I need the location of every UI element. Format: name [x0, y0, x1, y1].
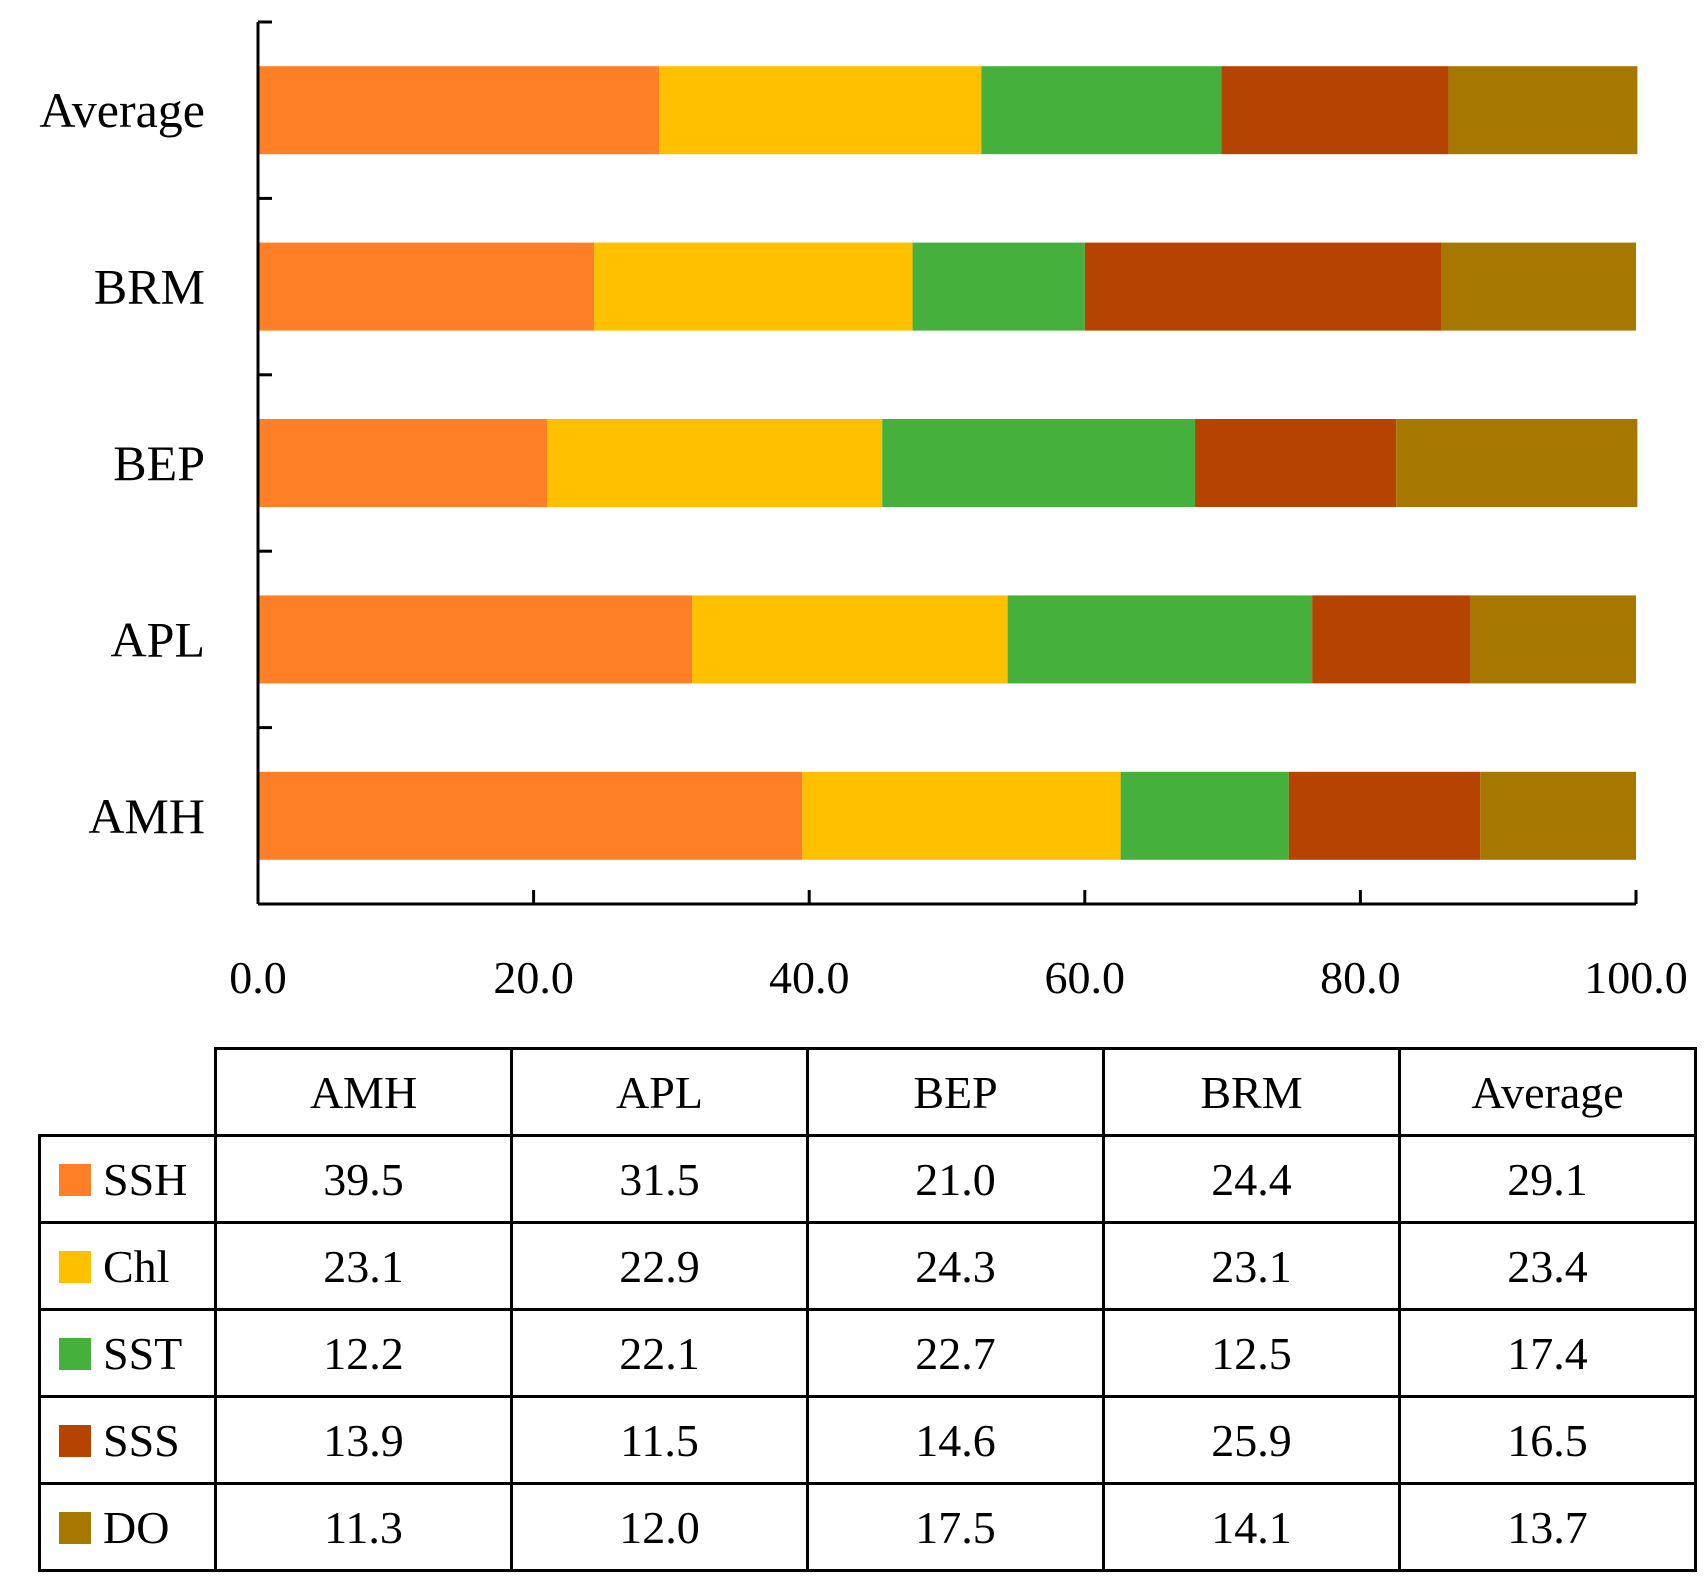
bar-segment-chl-average: [658, 66, 982, 155]
table-cell: 12.2: [214, 1308, 513, 1398]
bar-segment-sss-apl: [1312, 595, 1471, 684]
table-row-header: SSH: [38, 1134, 217, 1224]
table-column-header: BEP: [806, 1047, 1105, 1137]
table-column-header: APL: [510, 1047, 809, 1137]
bar-segment-ssh-amh: [258, 771, 803, 860]
table-corner: [39, 1048, 217, 1137]
table-row: DO 11.3 12.0 17.5 14.1 13.7: [38, 1482, 1697, 1572]
bar-segment-chl-apl: [692, 595, 1008, 684]
bar-segment-ssh-bep: [258, 419, 548, 507]
bar-segment-sss-amh: [1288, 771, 1481, 860]
table-row: SSS 13.9 11.5 14.6 25.9 16.5: [38, 1395, 1697, 1485]
bar-segment-sss-brm: [1084, 242, 1442, 331]
table-cell: 22.7: [806, 1308, 1105, 1398]
bar-segment-ssh-apl: [258, 595, 693, 684]
x-tick-label: 100.0: [1584, 952, 1688, 1003]
legend-swatch: [59, 1424, 91, 1457]
table-cell: 24.3: [806, 1221, 1105, 1311]
table-cell: 24.4: [1102, 1134, 1401, 1224]
legend-swatch: [59, 1337, 91, 1370]
table-header-row: AMH APL BEP BRM Average: [39, 1047, 1697, 1137]
table-row: SSH 39.5 31.5 21.0 24.4 29.1: [38, 1134, 1697, 1224]
bar-segment-do-apl: [1470, 595, 1636, 684]
bar-segment-chl-brm: [594, 242, 913, 331]
bar-segment-sst-bep: [882, 419, 1196, 507]
table-row: SST 12.2 22.1 22.7 12.5 17.4: [38, 1308, 1697, 1398]
table-cell: 12.0: [510, 1482, 809, 1572]
table-row-header: SSS: [38, 1395, 217, 1485]
bar-segment-do-average: [1448, 66, 1638, 155]
bar-segment-sst-amh: [1120, 771, 1289, 860]
legend-swatch: [59, 1250, 91, 1283]
table-column-header: BRM: [1102, 1047, 1401, 1137]
table-row: Chl 23.1 22.9 24.3 23.1 23.4: [38, 1221, 1697, 1311]
table-cell: 13.9: [214, 1395, 513, 1485]
stacked-bar-chart: AMH APL BEP BRM Average 0.0 20.0 40.0 60.0 80.0 10…: [39, 20, 1688, 1003]
series-label: SSS: [103, 1414, 180, 1466]
table-cell: 17.5: [806, 1482, 1105, 1572]
table-cell: 14.6: [806, 1395, 1105, 1485]
table-cell: 22.9: [510, 1221, 809, 1311]
labels-layer: AMH APL BEP BRM Average 0.0 20.0 40.0 60.0 80.0 10…: [39, 82, 1687, 1003]
y-axis-label: Average: [39, 82, 205, 138]
bar-segment-ssh-brm: [258, 242, 595, 331]
table-cell: 21.0: [806, 1134, 1105, 1224]
bar-segment-sst-brm: [912, 242, 1085, 331]
table-cell: 31.5: [510, 1134, 809, 1224]
bar-segment-ssh-average: [258, 66, 659, 155]
table-cell: 29.1: [1398, 1134, 1697, 1224]
x-tick-label: 40.0: [769, 952, 850, 1003]
table-cell: 25.9: [1102, 1395, 1401, 1485]
table-cell: 13.7: [1398, 1482, 1697, 1572]
table-row-header: DO: [38, 1482, 217, 1572]
table-cell: 23.1: [1102, 1221, 1401, 1311]
x-tick-label: 0.0: [229, 952, 287, 1003]
table-column-header: Average: [1398, 1047, 1697, 1137]
bar-segment-chl-amh: [802, 771, 1121, 860]
bars-layer: [258, 66, 1638, 860]
y-axis-label: BRM: [94, 259, 205, 315]
table-row-header: SST: [38, 1308, 217, 1398]
bar-segment-sst-apl: [1007, 595, 1313, 684]
table-cell: 14.1: [1102, 1482, 1401, 1572]
legend-swatch: [59, 1163, 91, 1196]
series-label: SSH: [103, 1153, 188, 1205]
table-cell: 22.1: [510, 1308, 809, 1398]
x-tick-label: 20.0: [493, 952, 574, 1003]
y-axis-label: AMH: [88, 788, 205, 844]
bar-segment-sst-average: [981, 66, 1222, 155]
bar-segment-sss-average: [1221, 66, 1449, 155]
table-cell: 16.5: [1398, 1395, 1697, 1485]
bar-segment-do-brm: [1441, 242, 1636, 331]
y-axis-label: APL: [111, 611, 205, 667]
bar-segment-do-bep: [1396, 419, 1638, 507]
table-cell: 23.4: [1398, 1221, 1697, 1311]
table-cell: 11.3: [214, 1482, 513, 1572]
x-tick-label: 60.0: [1045, 952, 1126, 1003]
series-label: SST: [103, 1327, 183, 1379]
bar-segment-chl-bep: [547, 419, 883, 507]
table-row-header: Chl: [38, 1221, 217, 1311]
table-column-header: AMH: [214, 1047, 513, 1137]
table-cell: 17.4: [1398, 1308, 1697, 1398]
data-table: AMH APL BEP BRM Average SSH 39.5 31.5 21.0 2…: [38, 1047, 1697, 1572]
table-cell: 12.5: [1102, 1308, 1401, 1398]
table-cell: 39.5: [214, 1134, 513, 1224]
series-label: Chl: [103, 1240, 170, 1292]
series-label: DO: [103, 1501, 170, 1553]
x-tick-label: 80.0: [1320, 952, 1401, 1003]
table-cell: 11.5: [510, 1395, 809, 1485]
bar-segment-sss-bep: [1195, 419, 1397, 507]
bar-segment-do-amh: [1480, 771, 1636, 860]
legend-swatch: [59, 1511, 91, 1544]
table-cell: 23.1: [214, 1221, 513, 1311]
axes-layer: [256, 20, 1638, 906]
y-axis-label: BEP: [113, 435, 205, 491]
